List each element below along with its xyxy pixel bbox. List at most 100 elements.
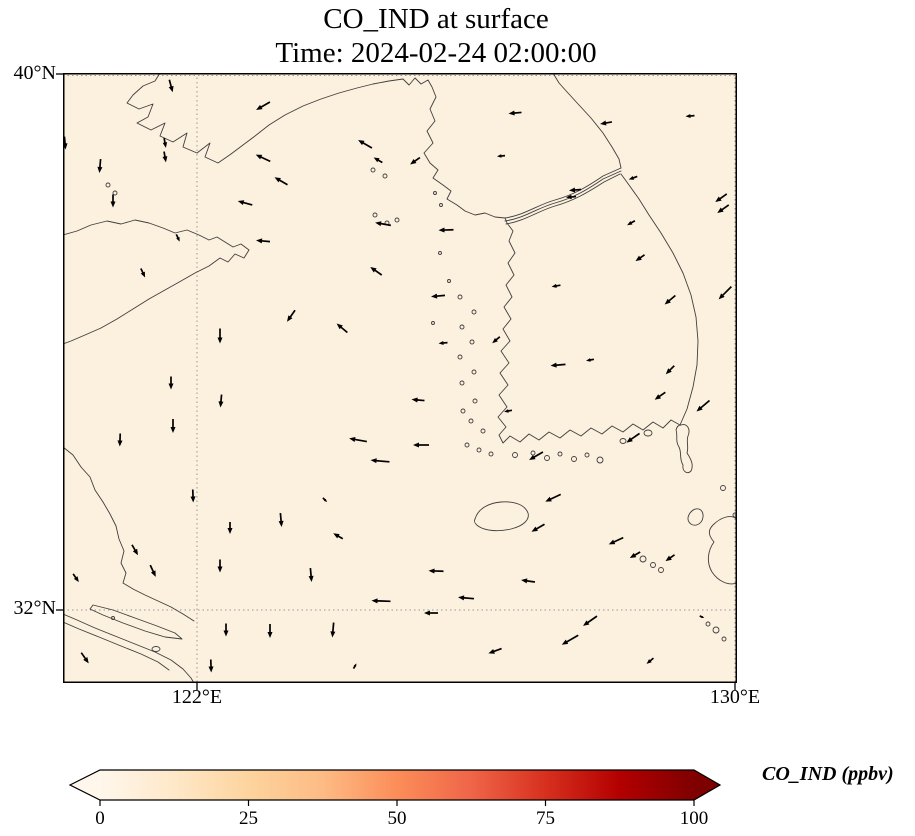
wind-arrow: [413, 442, 429, 448]
wind-arrow: [110, 194, 116, 208]
coast-liaodong: [126, 73, 506, 219]
wind-arrow: [237, 200, 253, 206]
colorbar-ticks: 0 25 50 75 100: [95, 800, 708, 829]
coast-tsushima: [675, 424, 693, 474]
wind-arrow: [410, 156, 421, 165]
wind-arrow: [561, 634, 579, 645]
wind-arrow: [411, 397, 425, 403]
coastlines: [63, 73, 737, 683]
colorbar-tick-label: 75: [536, 808, 555, 829]
wind-arrow: [370, 458, 390, 464]
coast-shandong: [63, 219, 250, 345]
wind-arrow: [497, 154, 506, 158]
wind-arrow: [654, 391, 666, 400]
wind-arrow: [117, 433, 123, 447]
wind-arrow: [608, 536, 624, 545]
wind-arrow: [256, 101, 271, 110]
axis-ticks: [56, 73, 736, 690]
wind-arrow: [330, 622, 336, 638]
wind-arrow: [131, 544, 138, 556]
wind-arrow: [569, 187, 582, 193]
wind-arrow: [665, 554, 675, 562]
coast-jeju: [474, 501, 529, 532]
small-islands: [105, 167, 737, 652]
title-block: CO_IND at surface Time: 2024-02-24 02:00…: [99, 2, 773, 70]
wind-arrow: [600, 120, 613, 126]
wind-arrow: [227, 522, 233, 534]
wind-arrow: [551, 283, 561, 288]
y-axis-tick-label-40n: 40°N: [13, 62, 56, 84]
wind-arrow: [370, 266, 383, 276]
wind-arrow: [371, 598, 391, 604]
colorbar-gradient-body: [100, 770, 694, 800]
x-axis-tick-label-130e: 130°E: [709, 686, 761, 708]
wind-arrow: [583, 615, 598, 626]
wind-arrow: [175, 234, 180, 242]
wind-arrow: [333, 533, 344, 540]
wind-arrow: [529, 451, 544, 460]
wind-arrow: [217, 559, 223, 573]
wind-arrow: [699, 615, 705, 619]
wind-arrow: [149, 564, 156, 577]
wind-arrow: [256, 238, 271, 244]
wind-arrow: [586, 358, 595, 362]
wind-arrow: [635, 254, 645, 262]
wind-arrow: [217, 328, 223, 344]
colorbar-tick-label: 0: [95, 808, 105, 829]
coast-sk-east: [620, 173, 699, 426]
wind-arrow: [223, 623, 229, 637]
wind-arrow: [428, 568, 444, 574]
coast-chongming: [89, 604, 183, 640]
wind-arrow: [162, 151, 168, 163]
wind-arrow: [696, 399, 711, 412]
coast-dmz-1: [504, 167, 622, 219]
wind-arrow: [375, 221, 392, 227]
coast-jiangsu: [63, 446, 195, 622]
wind-arrow: [168, 376, 174, 390]
wind-arrow: [352, 663, 357, 670]
wind-arrow: [80, 652, 89, 664]
colorbar: 0 25 50 75 100: [68, 769, 722, 829]
wind-arrow: [349, 437, 368, 443]
y-axis-tick-label-32n: 32°N: [13, 597, 56, 619]
wind-arrow: [190, 489, 196, 503]
wind-arrow: [664, 294, 676, 305]
coast-kyushu-west: [707, 516, 737, 585]
wind-arrow: [628, 175, 638, 180]
map-plot: [56, 73, 737, 690]
wind-arrow: [718, 286, 732, 300]
colorbar-tick-label: 25: [239, 808, 258, 829]
colorbar-under-arrow: [70, 770, 100, 800]
wind-arrow: [162, 137, 168, 148]
coast-dmz-3: [505, 173, 621, 225]
coast-nk-east: [552, 73, 622, 169]
coast-yangtze-south: [63, 613, 195, 683]
colorbar-tick-label: 50: [388, 808, 407, 829]
wind-arrow: [431, 293, 446, 299]
wind-arrow: [336, 323, 348, 334]
wind-arrows: [63, 79, 732, 673]
coast-goto: [687, 508, 704, 526]
wind-arrow: [685, 113, 695, 118]
wind-arrow: [255, 154, 271, 163]
wind-arrow: [267, 624, 273, 638]
wind-arrow: [358, 140, 373, 149]
plot-subtitle-time: Time: 2024-02-24 02:00:00: [275, 37, 597, 69]
wind-arrow: [646, 657, 654, 664]
wind-arrow: [278, 512, 284, 527]
wind-arrow: [438, 340, 448, 345]
wind-arrow: [545, 493, 562, 502]
wind-arrow: [492, 336, 501, 344]
wind-arrow: [626, 432, 641, 443]
wind-arrow: [508, 110, 522, 116]
wind-arrow: [140, 268, 146, 278]
colorbar-over-arrow: [694, 770, 720, 800]
wind-arrow: [168, 79, 174, 93]
wind-arrow: [550, 362, 566, 368]
wind-arrow: [97, 158, 103, 173]
wind-arrow: [715, 193, 728, 203]
wind-arrow: [218, 394, 224, 408]
wind-arrow: [170, 419, 176, 433]
map-background: [63, 73, 737, 683]
wind-arrow: [424, 610, 438, 616]
